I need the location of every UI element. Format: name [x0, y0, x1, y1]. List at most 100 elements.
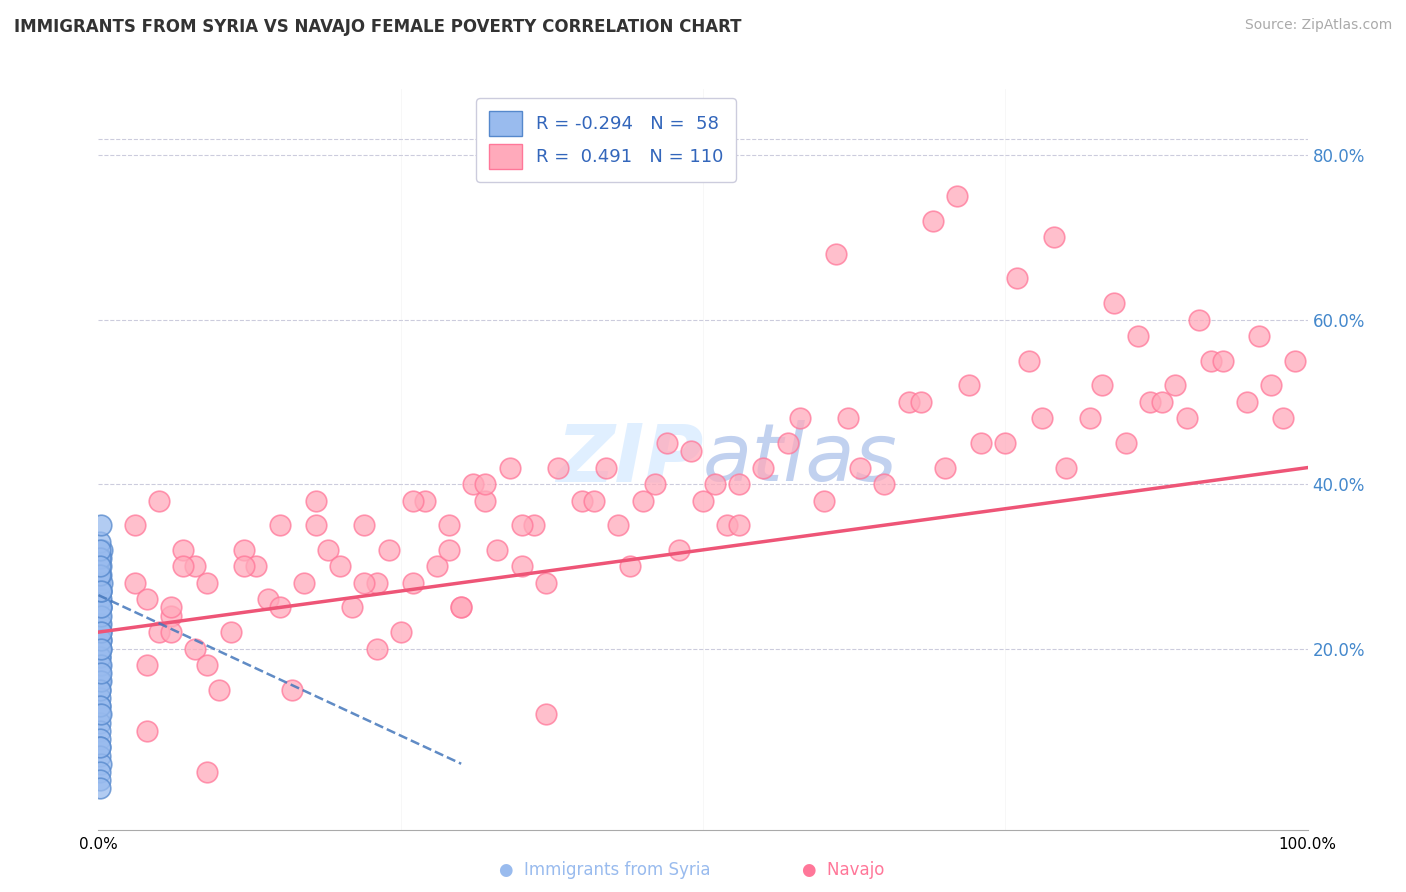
Point — [89, 616, 111, 631]
Point — [1284, 353, 1306, 368]
Point — [353, 575, 375, 590]
Point — [89, 748, 111, 763]
Point — [89, 674, 111, 689]
Point — [825, 246, 848, 260]
Point — [329, 559, 352, 574]
Point — [89, 641, 111, 656]
Point — [89, 567, 111, 582]
Point — [90, 625, 112, 640]
Point — [437, 542, 460, 557]
Point — [583, 493, 606, 508]
Point — [644, 477, 666, 491]
Point — [256, 592, 278, 607]
Point — [281, 682, 304, 697]
Point — [389, 625, 412, 640]
Point — [89, 625, 111, 640]
Point — [523, 518, 546, 533]
Point — [1018, 353, 1040, 368]
Point — [90, 592, 112, 607]
Point — [728, 477, 751, 491]
Point — [90, 608, 112, 623]
Point — [89, 592, 111, 607]
Point — [184, 641, 207, 656]
Point — [90, 584, 112, 599]
Point — [89, 542, 111, 557]
Point — [789, 411, 811, 425]
Point — [1236, 394, 1258, 409]
Point — [704, 477, 727, 491]
Point — [90, 674, 112, 689]
Point — [135, 658, 157, 673]
Point — [89, 740, 111, 755]
Point — [305, 493, 328, 508]
Point — [413, 493, 436, 508]
Point — [510, 559, 533, 574]
Point — [510, 518, 533, 533]
Point — [90, 559, 112, 574]
Point — [1139, 394, 1161, 409]
Point — [208, 682, 231, 697]
Point — [89, 707, 111, 722]
Point — [607, 518, 630, 533]
Point — [160, 625, 183, 640]
Point — [366, 575, 388, 590]
Point — [89, 682, 111, 697]
Point — [160, 600, 183, 615]
Point — [89, 567, 111, 582]
Point — [135, 592, 157, 607]
Point — [728, 518, 751, 533]
Point — [89, 658, 111, 673]
Point — [619, 559, 641, 574]
Point — [752, 460, 775, 475]
Point — [1163, 378, 1185, 392]
Point — [486, 542, 509, 557]
Point — [90, 551, 112, 566]
Point — [776, 436, 799, 450]
Point — [1260, 378, 1282, 392]
Point — [90, 584, 112, 599]
Point — [1102, 296, 1125, 310]
Point — [90, 600, 112, 615]
Point — [195, 575, 218, 590]
Point — [245, 559, 267, 574]
Point — [402, 493, 425, 508]
Point — [1091, 378, 1114, 392]
Point — [1031, 411, 1053, 425]
Point — [90, 666, 112, 681]
Point — [90, 633, 112, 648]
Point — [269, 600, 291, 615]
Point — [1175, 411, 1198, 425]
Point — [1272, 411, 1295, 425]
Point — [90, 658, 112, 673]
Point — [148, 493, 170, 508]
Point — [946, 189, 969, 203]
Point — [534, 575, 557, 590]
Point — [534, 707, 557, 722]
Point — [668, 542, 690, 557]
Point — [474, 477, 496, 491]
Point — [89, 575, 111, 590]
Point — [716, 518, 738, 533]
Point — [89, 649, 111, 664]
Point — [1078, 411, 1101, 425]
Point — [90, 600, 112, 615]
Point — [849, 460, 872, 475]
Point — [342, 600, 364, 615]
Point — [89, 699, 111, 714]
Point — [90, 567, 112, 582]
Point — [89, 773, 111, 788]
Point — [994, 436, 1017, 450]
Point — [1054, 460, 1077, 475]
Point — [172, 542, 194, 557]
Point — [957, 378, 980, 392]
Point — [934, 460, 956, 475]
Point — [232, 542, 254, 557]
Point — [402, 575, 425, 590]
Point — [89, 534, 111, 549]
Point — [91, 542, 114, 557]
Point — [921, 214, 943, 228]
Point — [655, 436, 678, 450]
Point — [89, 690, 111, 705]
Text: Source: ZipAtlas.com: Source: ZipAtlas.com — [1244, 18, 1392, 32]
Text: ●  Navajo: ● Navajo — [803, 861, 884, 879]
